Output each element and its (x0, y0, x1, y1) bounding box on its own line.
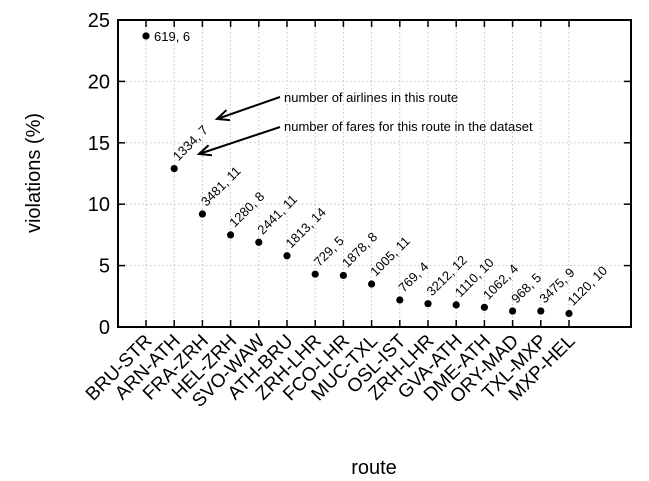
annotation-text: number of fares for this route in the da… (284, 119, 533, 134)
y-tick-label: 5 (99, 256, 110, 278)
y-axis-title: violations (%) (23, 113, 45, 233)
data-point (424, 300, 432, 308)
y-tick-label: 0 (99, 317, 110, 339)
plot-frame (117, 19, 632, 328)
data-label: 3481, 11 (198, 163, 244, 209)
data-point (198, 210, 206, 218)
y-axis: 0 5 10 15 20 25 (88, 10, 631, 339)
annotation-text: number of airlines in this route (284, 90, 458, 105)
data-point (170, 164, 178, 173)
data-point (368, 280, 376, 288)
y-tick-label: 10 (88, 194, 110, 216)
data-label: 619, 6 (154, 29, 190, 44)
data-point (227, 231, 235, 239)
x-axis-title: route (351, 457, 397, 479)
data-point (537, 307, 545, 315)
annotations: number of airlines in this route number o… (196, 90, 533, 157)
data-point (396, 296, 404, 304)
y-tick-label: 15 (88, 133, 110, 155)
annotation-arrowhead (196, 144, 213, 157)
data-point (508, 307, 517, 315)
data-label: 1334, 7 (170, 122, 211, 163)
grid (118, 20, 631, 327)
data-point (142, 32, 150, 40)
y-tick-label: 25 (88, 10, 110, 32)
data-point (565, 309, 573, 318)
y-tick-label: 20 (88, 71, 110, 93)
annotation-arrow (198, 126, 281, 155)
data-point (452, 301, 460, 309)
data-point (339, 271, 347, 280)
x-axis: BRU-STRARN-ATHFRA-ZRHHEL-ZRHSVO-WAWATH-B… (82, 20, 580, 412)
annotation-arrowhead (214, 109, 231, 122)
data-point (311, 270, 319, 278)
annotation-arrow (216, 96, 281, 120)
data-point (283, 252, 291, 260)
data-point (480, 303, 488, 311)
data-label: 729, 5 (311, 233, 347, 269)
data-point (255, 238, 263, 246)
